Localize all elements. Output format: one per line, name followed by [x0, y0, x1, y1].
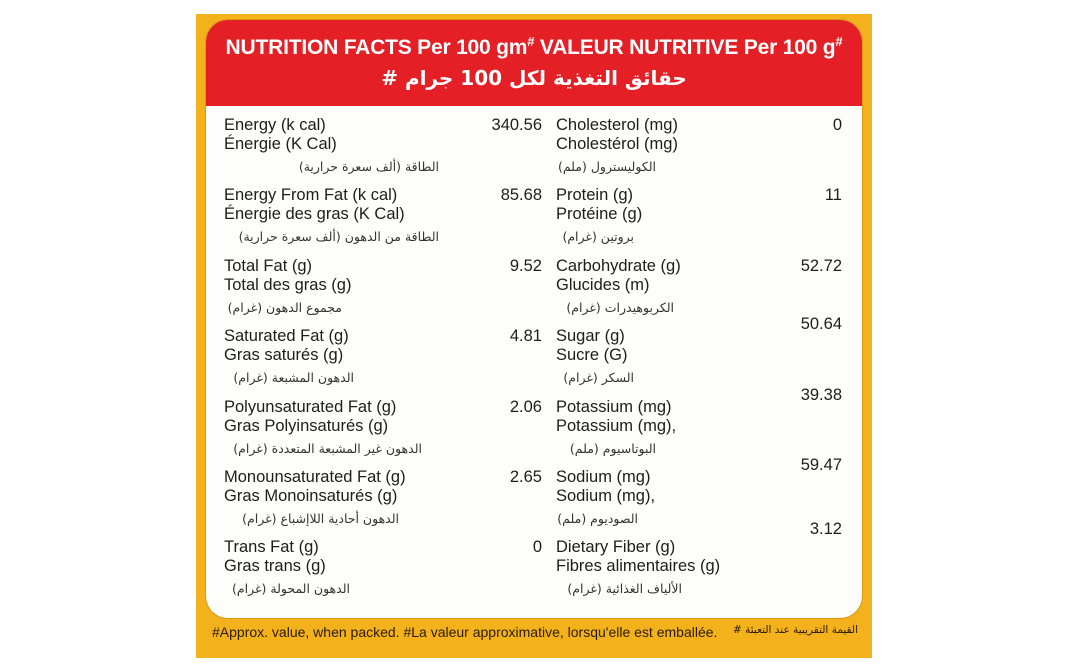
nutrient-value: 2.65	[509, 468, 542, 486]
nutrient-name-fr: Énergie (K Cal)	[224, 135, 337, 153]
nutrient-name-ar: الصوديوم (ملم)	[557, 511, 638, 526]
nutrient-name-en: Dietary Fiber (g)	[556, 538, 676, 556]
nutrient-name-en: Potassium (mg)	[556, 398, 672, 416]
nutrient-name-ar: مجموع الدهون (غرام)	[227, 300, 342, 315]
nutrient-name-en: Cholesterol (mg)	[556, 116, 678, 134]
nutrient-value: 4.81	[509, 327, 542, 345]
nutrient-name-ar: البوتاسيوم (ملم)	[569, 441, 656, 456]
nutrition-panel: NUTRITION FACTS Per 100 gm# VALEUR NUTRI…	[206, 20, 862, 618]
nutrient-name-en: Protein (g)	[556, 186, 634, 204]
nutrient-name-ar: الدهون غير المشبعة المتعددة (غرام)	[233, 441, 422, 456]
nutrient-name-ar: الألياف الغذائية (غرام)	[567, 581, 682, 596]
nutrient-name-fr: Potassium (mg),	[556, 417, 677, 435]
nutrient-name-en: Sodium (mg)	[556, 468, 651, 486]
nutrient-name-en: Monounsaturated Fat (g)	[224, 468, 406, 486]
nutrient-name-fr: Fibres alimentaires (g)	[556, 557, 721, 575]
nutrient-name-ar: الكربوهيدرات (غرام)	[566, 300, 674, 315]
nutrient-name-ar: الدهون المشبعة (غرام)	[233, 370, 354, 385]
nutrient-name-ar: الدهون أحادية اللاإشباع (غرام)	[242, 511, 399, 526]
nutrient-name-fr: Protéine (g)	[556, 205, 643, 223]
nutrient-value: 39.38	[800, 386, 842, 404]
nutrition-header: NUTRITION FACTS Per 100 gm# VALEUR NUTRI…	[206, 20, 862, 106]
header-title-arabic: حقائق التغذية لكل 100 جرام #	[381, 66, 687, 90]
nutrient-name-fr: Sodium (mg),	[556, 487, 656, 505]
nutrient-name-en: Polyunsaturated Fat (g)	[224, 398, 397, 416]
nutrient-value: 0	[832, 116, 842, 134]
nutrient-value: 3.12	[809, 520, 842, 538]
nutrient-name-en: Energy From Fat (k cal)	[224, 186, 398, 204]
nutrient-name-en: Carbohydrate (g)	[556, 257, 681, 275]
nutrient-name-en: Trans Fat (g)	[224, 538, 319, 556]
nutrient-name-fr: Gras Polyinsaturés (g)	[224, 417, 389, 435]
nutrient-name-ar: الطاقة (ألف سعرة حرارية)	[298, 159, 439, 174]
nutrient-value: 0	[532, 538, 542, 556]
nutrient-name-en: Saturated Fat (g)	[224, 327, 349, 345]
title-mark-1: #	[527, 34, 535, 49]
title-en: NUTRITION FACTS Per 100 gm	[225, 36, 528, 59]
nutrient-name-fr: Cholestérol (mg)	[556, 135, 678, 153]
nutrient-name-fr: Gras trans (g)	[224, 557, 326, 575]
nutrient-value: 2.06	[509, 398, 542, 416]
nutrient-name-fr: Glucides (m)	[556, 276, 650, 294]
title-fr: VALEUR NUTRITIVE Per 100 g	[534, 36, 836, 59]
nutrient-value: 11	[824, 186, 842, 204]
nutrient-value: 50.64	[800, 315, 842, 333]
footnote-en-fr: #Approx. value, when packed. #La valeur …	[212, 624, 718, 640]
nutrient-value: 59.47	[800, 456, 842, 474]
nutrient-name-ar: الكوليسترول (ملم)	[557, 159, 656, 174]
nutrient-value: 52.72	[800, 257, 842, 275]
nutrient-name-fr: Gras saturés (g)	[224, 346, 344, 364]
nutrient-name-fr: Énergie des gras (K Cal)	[224, 205, 405, 223]
title-mark-2: #	[835, 34, 843, 49]
nutrient-name-fr: Total des gras (g)	[224, 276, 352, 294]
nutrient-name-ar: بروتين (غرام)	[562, 229, 634, 244]
footnote: #Approx. value, when packed. #La valeur …	[206, 620, 862, 650]
header-title: NUTRITION FACTS Per 100 gm# VALEUR NUTRI…	[206, 34, 862, 60]
nutrient-value: 9.52	[509, 257, 542, 275]
nutrient-name-ar: الطاقة من الدهون (ألف سعرة حرارية)	[238, 229, 439, 244]
nutrient-name-en: Energy (k cal)	[224, 116, 326, 134]
footnote-ar: القيمة التقريبية عند التعبئة #	[733, 624, 858, 636]
nutrient-name-fr: Gras Monoinsaturés (g)	[224, 487, 398, 505]
nutrient-name-fr: Sucre (G)	[556, 346, 628, 364]
nutrient-value: 340.56	[491, 116, 542, 134]
nutrient-name-ar: السكر (غرام)	[563, 370, 634, 385]
nutrient-name-ar: الدهون المحولة (غرام)	[232, 581, 350, 596]
nutrient-value: 85.68	[500, 186, 542, 204]
nutrient-name-en: Sugar (g)	[556, 327, 625, 345]
nutrient-name-en: Total Fat (g)	[224, 257, 313, 275]
